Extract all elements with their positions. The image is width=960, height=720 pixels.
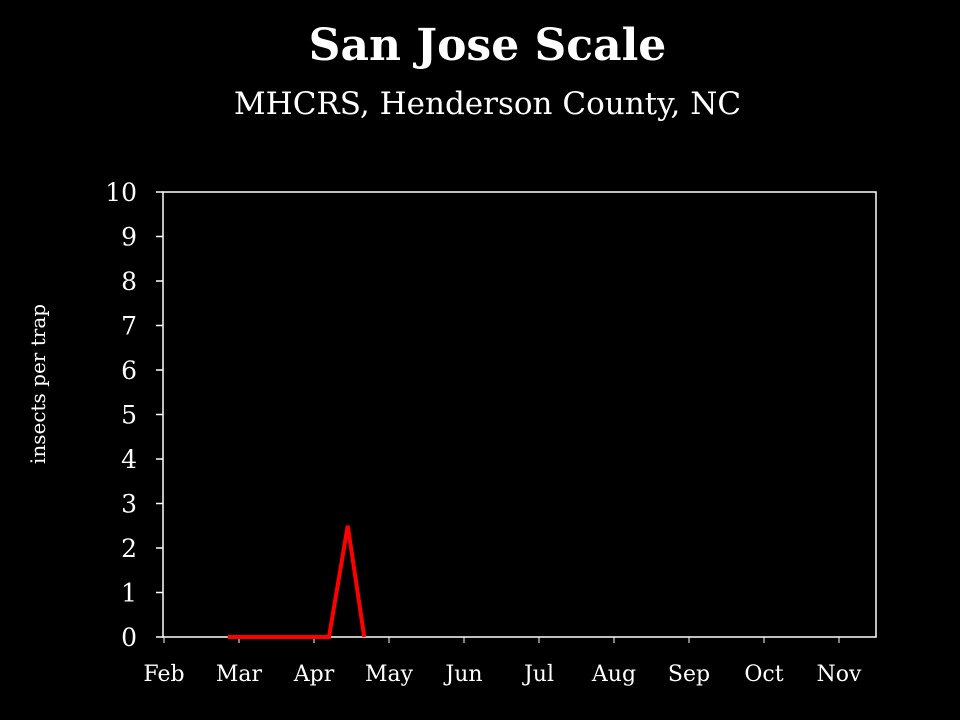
x-tick-label: Aug [591, 662, 636, 687]
y-axis: 0 1 2 3 4 5 6 7 8 9 10 [105, 178, 163, 652]
series-group [227, 525, 367, 639]
y-tick-label: 4 [121, 445, 137, 474]
x-tick-label: Jul [522, 662, 554, 687]
series-line [227, 525, 367, 639]
x-tick-label: Oct [744, 662, 783, 687]
y-tick-label: 2 [121, 534, 137, 563]
chart-title: San Jose Scale [308, 20, 667, 71]
y-tick-label: 8 [121, 267, 137, 296]
y-tick-label: 6 [121, 356, 137, 385]
x-tick-label: Sep [668, 662, 710, 687]
chart-subtitle: MHCRS, Henderson County, NC [233, 86, 742, 122]
x-tick-label: Apr [293, 662, 335, 687]
y-tick-label: 10 [105, 178, 137, 207]
x-axis: Feb Mar Apr May Jun Jul Aug Sep Oct Nov [143, 637, 862, 687]
x-tick-label: Feb [143, 662, 184, 687]
x-tick-label: Mar [216, 662, 263, 687]
y-tick-label: 9 [121, 223, 137, 252]
x-tick-label: May [365, 662, 414, 687]
y-tick-label: 5 [121, 401, 137, 430]
plot-area [162, 191, 877, 638]
y-tick-label: 7 [121, 312, 137, 341]
y-axis-label: insects per trap [26, 304, 50, 464]
y-tick-label: 0 [121, 623, 137, 652]
y-tick-label: 1 [121, 579, 137, 608]
x-tick-label: Nov [817, 662, 862, 687]
x-tick-label: Jun [443, 662, 482, 687]
y-tick-label: 3 [121, 490, 137, 519]
